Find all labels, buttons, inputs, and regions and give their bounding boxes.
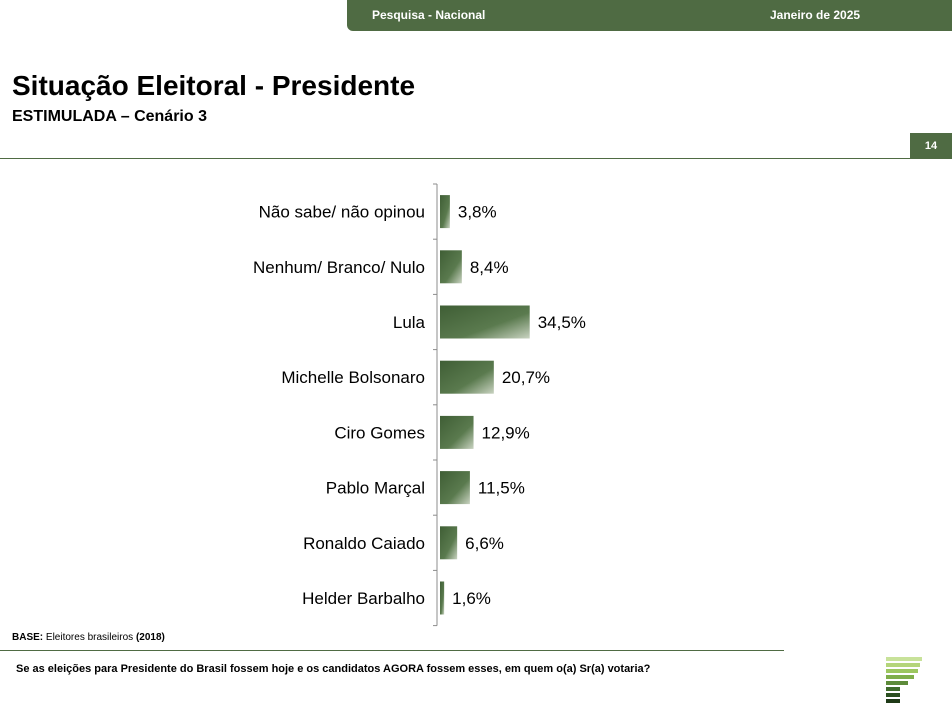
- value-label: 12,9%: [482, 423, 530, 442]
- base-label: BASE:: [12, 632, 44, 643]
- value-label: 11,5%: [478, 479, 525, 498]
- survey-date: Janeiro de 2025: [770, 8, 861, 22]
- category-label: Pablo Marçal: [326, 479, 425, 498]
- bar: [440, 581, 445, 615]
- top-banner: Pesquisa - Nacional Janeiro de 2025: [347, 0, 952, 31]
- category-label: Michelle Bolsonaro: [281, 368, 425, 387]
- page-number-badge: 14: [910, 133, 952, 159]
- value-label: 3,8%: [458, 203, 497, 222]
- survey-question: Se as eleições para Presidente do Brasil…: [16, 663, 651, 675]
- base-text: Eleitores brasileiros: [45, 632, 134, 643]
- category-label: Nenhum/ Branco/ Nulo: [253, 258, 425, 277]
- value-label: 1,6%: [452, 589, 491, 608]
- bar: [440, 471, 470, 505]
- bar-chart: Não sabe/ não opinou 3,8% Nenhum/ Branco/ …: [253, 183, 586, 627]
- value-label: 34,5%: [538, 313, 586, 332]
- footer-divider: [0, 650, 784, 651]
- bar: [440, 415, 474, 449]
- category-label: Ciro Gomes: [334, 423, 425, 442]
- bar: [440, 195, 450, 229]
- category-label: Lula: [393, 313, 426, 332]
- header-divider: [0, 158, 952, 159]
- bar: [440, 360, 494, 394]
- base-year: (2018): [135, 632, 165, 643]
- survey-label: Pesquisa - Nacional: [372, 8, 486, 22]
- page-subtitle: ESTIMULADA – Cenário 3: [12, 108, 207, 125]
- bar: [440, 250, 462, 284]
- page-title: Situação Eleitoral - Presidente: [12, 70, 416, 101]
- category-label: Ronaldo Caiado: [303, 534, 425, 553]
- value-label: 6,6%: [465, 534, 504, 553]
- bar: [440, 526, 458, 560]
- value-label: 8,4%: [470, 258, 509, 277]
- base-note: BASE: Eleitores brasileiros (2018): [12, 632, 165, 643]
- category-label: Helder Barbalho: [302, 589, 425, 608]
- bar: [440, 305, 530, 339]
- value-label: 20,7%: [502, 368, 550, 387]
- category-label: Não sabe/ não opinou: [259, 203, 425, 222]
- institute-logo: [886, 657, 922, 703]
